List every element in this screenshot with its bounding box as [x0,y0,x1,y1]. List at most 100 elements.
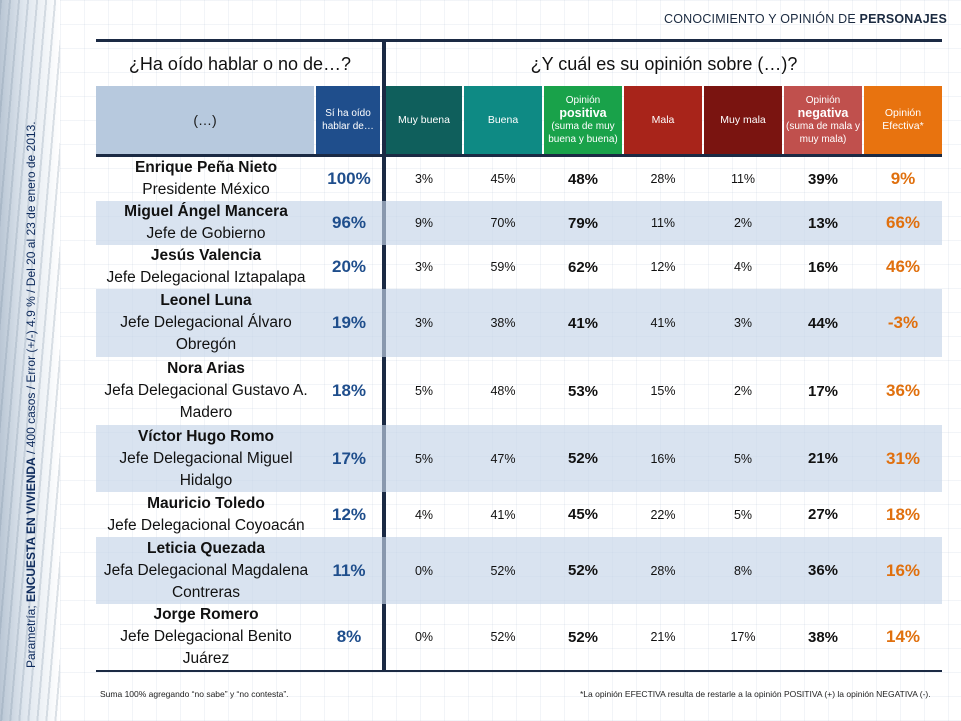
heard-value: 12% [331,504,367,524]
header-negative: Opinión negativa (suma de mala y muy mal… [784,86,862,154]
survey-source-caption: Parametría; ENCUESTA EN VIVIENDA / 400 c… [24,38,38,668]
table-row: Nora Arias Jefa Delegacional Gustavo A. M… [96,357,942,425]
heard-value: 100% [327,169,371,188]
decorative-background-left [0,0,60,721]
positive-value: 62% [567,258,599,276]
bad-value: 22% [650,507,676,522]
person-role: Jefa Delegacional Magdalena Contreras [103,561,309,601]
top-rule [96,39,942,42]
question-opinion: ¿Y cuál es su opinión sobre (…)? [530,53,798,74]
person-role: Jefe Delegacional Benito Juárez [120,628,292,667]
header-effective: Opinión Efectiva* [864,86,942,154]
very-bad-value: 2% [733,384,753,398]
very-good-value: 0% [414,630,434,644]
person-name: Leonel Luna [160,292,252,309]
negative-value: 21% [807,450,839,467]
bad-value: 28% [650,563,676,578]
person-name: Miguel Ángel Mancera [124,203,288,220]
positive-value: 48% [567,170,599,188]
very-good-value: 5% [414,384,434,398]
heard-value: 17% [331,448,367,468]
table-row: Enrique Peña Nieto Presidente México 100%… [96,157,942,201]
section-title-normal: CONOCIMIENTO Y OPINIÓN DE [664,12,860,26]
positive-value: 52% [567,628,599,646]
very-bad-value: 4% [733,260,753,274]
bad-value: 11% [650,216,676,230]
good-value: 41% [490,507,516,522]
person-name: Jesús Valencia [150,247,262,264]
bad-value: 41% [650,316,676,330]
effective-value: 46% [885,257,921,276]
negative-value: 17% [807,382,839,400]
bad-value: 16% [650,451,676,466]
person-name: Nora Arias [167,360,245,377]
person-role: Jefa Delegacional Gustavo A. Madero [104,382,308,421]
bad-value: 15% [650,384,676,398]
bad-value: 21% [650,630,676,644]
header-rule [96,154,942,157]
bottom-rule [96,670,942,672]
header-positive-top: Opinión [565,95,601,106]
header-positive: Opinión positiva (suma de muy buena y bu… [544,86,622,154]
effective-value: 9% [890,169,916,188]
good-value: 45% [490,172,516,186]
person-cell: Miguel Ángel Mancera Jefe de Gobierno [96,201,316,245]
person-role: Jefe de Gobierno [146,225,266,242]
person-cell: Víctor Hugo Romo Jefe Delegacional Miguel… [96,425,316,492]
effective-value: 66% [885,213,921,232]
table-row: Víctor Hugo Romo Jefe Delegacional Miguel… [96,425,942,492]
heard-value: 8% [336,627,362,646]
effective-value: 18% [885,504,921,524]
table-row: Miguel Ángel Mancera Jefe de Gobierno 96%… [96,201,942,245]
footnote-effective: *La opinión EFECTIVA resulta de restarle… [580,689,931,699]
positive-value: 52% [567,450,599,467]
effective-value: 16% [885,560,921,580]
caption-prefix: Parametría; [24,601,38,668]
person-role: Jefe Delegacional Coyoacán [107,516,305,534]
negative-value: 44% [807,314,839,332]
good-value: 52% [490,563,516,578]
person-name: Enrique Peña Nieto [134,159,278,176]
person-role: Jefe Delegacional Miguel Hidalgo [119,449,293,489]
table-row: Jesús Valencia Jefe Delegacional Iztapala… [96,245,942,289]
positive-value: 41% [567,314,599,332]
effective-value: 14% [885,627,921,646]
person-cell: Enrique Peña Nieto Presidente México [96,157,316,201]
header-positive-big: positiva [559,106,607,120]
heard-value: 18% [331,381,367,400]
very-bad-value: 11% [730,172,756,186]
section-title: CONOCIMIENTO Y OPINIÓN DE PERSONAJES [664,12,947,26]
bad-value: 12% [650,260,676,274]
caption-rest: / 400 casos / Error (+/-) 4.9 % / Del 20… [24,121,38,458]
very-good-value: 4% [414,507,434,522]
table-row: Leonel Luna Jefe Delegacional Álvaro Obre… [96,289,942,357]
negative-value: 13% [807,214,839,232]
footnote-totals: Suma 100% agregando “no sabe” y “no cont… [100,689,289,699]
person-role: Presidente México [142,181,270,198]
header-negative-top: Opinión [805,95,841,106]
person-role: Jefe Delegacional Iztapalapa [106,269,306,286]
negative-value: 36% [807,562,839,579]
very-bad-value: 8% [733,563,753,578]
negative-value: 38% [807,628,839,646]
very-good-value: 5% [414,451,434,466]
very-bad-value: 2% [733,216,753,230]
negative-value: 39% [807,170,839,188]
positive-value: 45% [567,506,599,523]
very-good-value: 0% [414,563,434,578]
positive-value: 53% [567,382,599,400]
very-good-value: 3% [414,260,434,274]
person-cell: Leticia Quezada Jefa Delegacional Magdale… [96,537,316,604]
good-value: 52% [490,630,516,644]
good-value: 70% [490,216,516,230]
positive-value: 52% [567,562,599,579]
good-value: 47% [490,451,516,466]
person-name: Jorge Romero [153,606,259,623]
negative-value: 27% [807,506,839,523]
very-bad-value: 3% [733,316,753,330]
table-row: Mauricio Toledo Jefe Delegacional Coyoacá… [96,492,942,537]
table-row: Jorge Romero Jefe Delegacional Benito Juá… [96,604,942,670]
very-bad-value: 17% [730,630,756,644]
section-title-bold: PERSONAJES [859,12,947,26]
header-very-good: Muy buena [386,86,462,154]
